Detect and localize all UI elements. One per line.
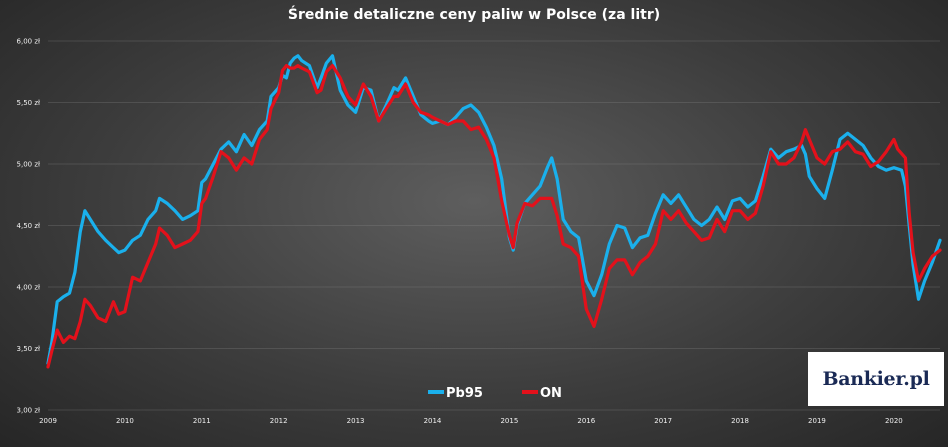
series-line-on xyxy=(46,63,942,369)
y-tick-label: 3,50 zł xyxy=(17,345,40,353)
y-tick-label: 3,00 zł xyxy=(17,407,40,415)
legend: Pb95 ON xyxy=(428,386,562,401)
legend-label-on: ON xyxy=(540,386,562,401)
legend-label-pb95: Pb95 xyxy=(446,386,483,401)
y-tick-label: 4,00 zł xyxy=(17,284,40,292)
x-tick-label: 2012 xyxy=(270,417,288,425)
bankier-logo: Bankier.pl xyxy=(808,352,944,406)
x-tick-label: 2017 xyxy=(654,417,672,425)
y-tick-label: 6,00 zł xyxy=(17,38,40,46)
x-tick-label: 2020 xyxy=(885,417,903,425)
x-tick-label: 2019 xyxy=(808,417,826,425)
series-lines xyxy=(46,54,942,369)
x-axis-ticks: 2009 2010 2011 2012 2013 2014 2015 2016 2017 2018… xyxy=(39,417,903,425)
bankier-logo-text: Bankier.pl xyxy=(822,368,930,390)
x-tick-label: 2010 xyxy=(116,417,134,425)
y-tick-label: 4,50 zł xyxy=(17,222,40,230)
y-tick-label: 5,00 zł xyxy=(17,161,40,169)
x-tick-label: 2009 xyxy=(39,417,57,425)
x-tick-label: 2016 xyxy=(577,417,595,425)
x-tick-label: 2015 xyxy=(500,417,518,425)
chart-title: Średnie detaliczne ceny paliw w Polsce (… xyxy=(288,5,660,23)
series-line-pb95 xyxy=(46,54,942,365)
x-tick-label: 2018 xyxy=(731,417,749,425)
x-tick-label: 2013 xyxy=(347,417,365,425)
x-tick-label: 2011 xyxy=(193,417,211,425)
y-axis-ticks: 6,00 zł 5,50 zł 5,00 zł 4,50 zł 4,00 zł 3,50 … xyxy=(17,38,40,415)
grid-lines xyxy=(48,40,940,411)
y-tick-label: 5,50 zł xyxy=(17,99,40,107)
x-tick-label: 2014 xyxy=(424,417,442,425)
